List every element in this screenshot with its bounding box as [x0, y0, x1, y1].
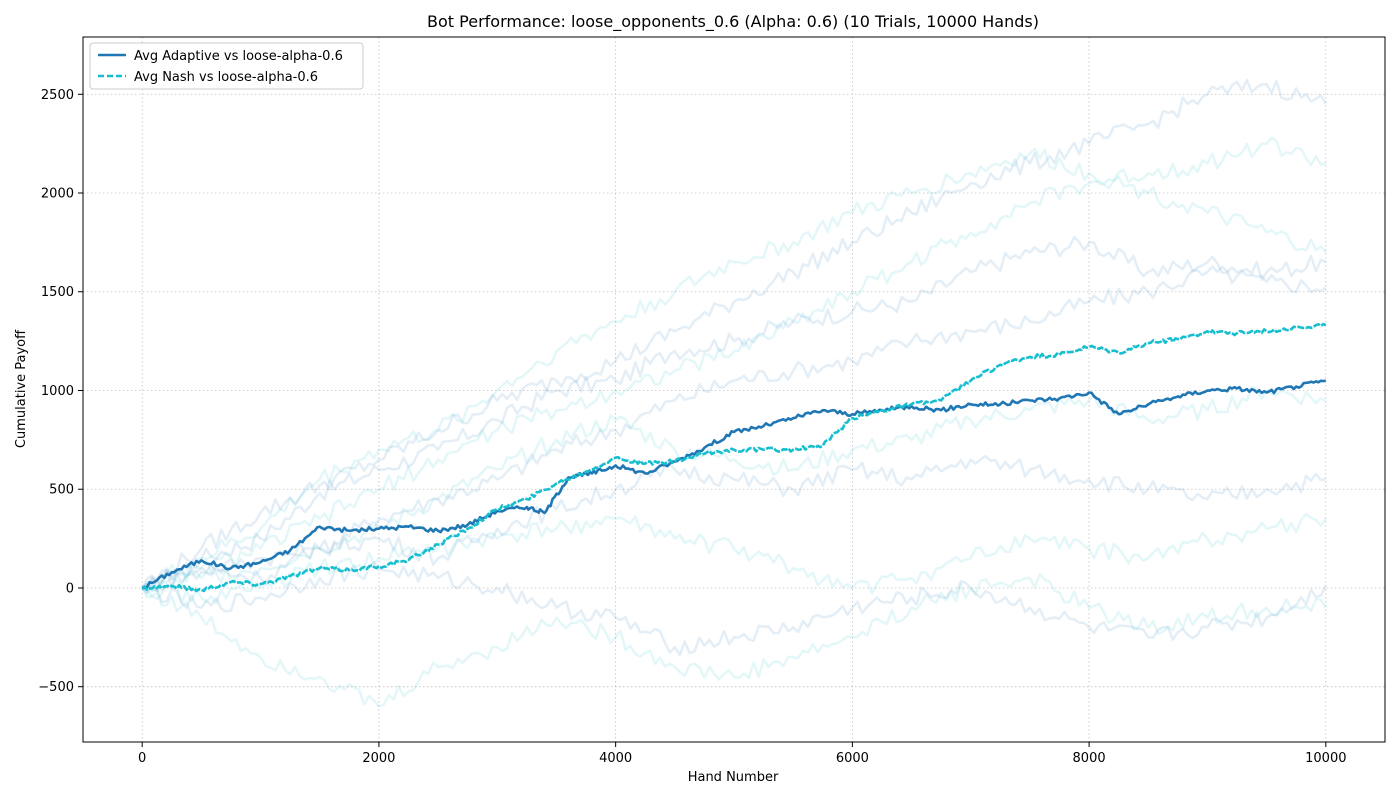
x-tick-label-3: 6000: [836, 751, 869, 766]
x-axis-ticks: 0 2000 4000 6000 8000 10000: [138, 742, 1346, 766]
legend-label-nash: Avg Nash vs loose-alpha-0.6: [134, 70, 318, 85]
trial-line-1: [141, 265, 1327, 595]
series-line-0: [142, 379, 1327, 590]
legend: Avg Adaptive vs loose-alpha-0.6 Avg Nash…: [89, 42, 364, 90]
trial-line-4: [141, 561, 1327, 657]
trials-layer: [141, 78, 1327, 708]
x-tick-label-2: 4000: [599, 751, 632, 766]
x-axis-label: Hand Number: [688, 770, 779, 785]
x-tick-label-4: 8000: [1073, 751, 1106, 766]
legend-box: [89, 42, 364, 90]
y-tick-label-3: 1000: [41, 384, 74, 399]
trial-line-0: [141, 235, 1327, 590]
y-axis-label: Cumulative Payoff: [14, 329, 29, 448]
y-tick-label-4: 1500: [41, 285, 74, 300]
chart-title: Bot Performance: loose_opponents_0.6 (Al…: [427, 12, 1039, 32]
trial-line-7: [141, 572, 1327, 708]
x-tick-label-1: 2000: [362, 751, 395, 766]
x-tick-label-0: 0: [138, 751, 146, 766]
trial-line-9: [141, 512, 1327, 605]
trial-line-3: [141, 454, 1326, 593]
y-axis-ticks: −500 0 500 1000 1500 2000 2500: [38, 88, 83, 695]
plot-frame: [82, 36, 1386, 743]
trial-line-5: [141, 147, 1327, 595]
trial-line-2: [141, 78, 1327, 590]
y-tick-label-0: −500: [38, 680, 74, 695]
series-layer: [141, 322, 1327, 593]
x-tick-label-5: 10000: [1305, 751, 1346, 766]
trial-line-8: [141, 385, 1327, 593]
series-line-1: [141, 322, 1327, 593]
grid-layer: [83, 37, 1385, 742]
y-tick-label-1: 0: [66, 581, 74, 596]
legend-label-adaptive: Avg Adaptive vs loose-alpha-0.6: [134, 49, 343, 64]
y-tick-label-2: 500: [49, 483, 74, 498]
trial-line-6: [141, 136, 1327, 593]
y-tick-label-5: 2000: [41, 187, 74, 202]
y-tick-label-6: 2500: [41, 88, 74, 103]
